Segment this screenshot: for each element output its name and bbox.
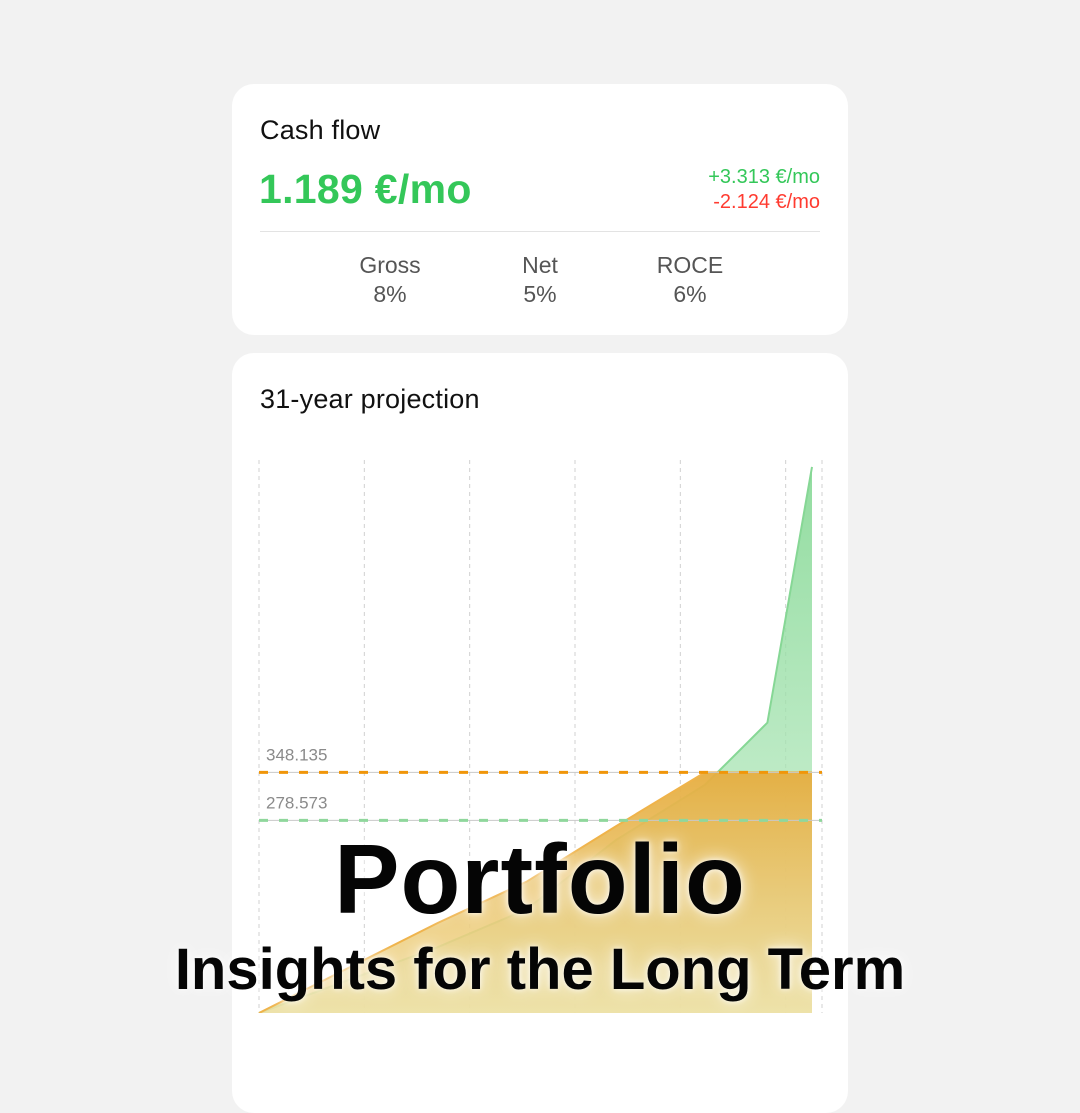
projection-chart: 348.135 278.573	[258, 460, 823, 1013]
cash-flow-divider	[260, 231, 820, 232]
metric-net-label: Net	[522, 252, 558, 278]
cash-flow-title: Cash flow	[260, 115, 381, 145]
metric-gross: Gross 8%	[320, 251, 460, 309]
cash-flow-income: +3.313 €/mo	[708, 166, 820, 188]
series-area-orange	[259, 772, 812, 1013]
metric-gross-label: Gross	[359, 252, 421, 278]
metric-roce: ROCE 6%	[620, 251, 760, 309]
reference-label-orange: 348.135	[266, 745, 327, 764]
cash-flow-card: Cash flow 1.189 €/mo +3.313 €/mo -2.124 …	[232, 84, 848, 335]
metric-net: Net 5%	[470, 251, 610, 309]
headline: Portfolio	[334, 824, 746, 934]
projection-card: 31-year projection 348.135 278.573	[232, 353, 848, 1113]
cash-flow-value: 1.189 €/mo	[259, 166, 472, 212]
metric-roce-value: 6%	[673, 281, 707, 307]
subheadline: Insights for the Long Term	[174, 937, 906, 1002]
metric-roce-label: ROCE	[656, 252, 724, 278]
reference-label-green: 278.573	[266, 793, 327, 812]
metric-net-value: 5%	[523, 281, 557, 307]
chart-areas	[258, 466, 813, 1013]
cash-flow-expense: -2.124 €/mo	[713, 191, 820, 213]
chart-reference-lines: 348.135 278.573	[259, 745, 822, 822]
projection-title: 31-year projection	[260, 384, 480, 414]
metric-gross-value: 8%	[373, 281, 407, 307]
